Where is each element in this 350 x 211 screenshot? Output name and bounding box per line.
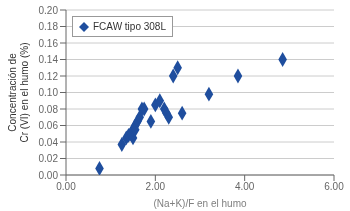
svg-text:0.00: 0.00 [56,181,76,192]
html-text:FCAW tipo 308L: FCAW tipo 308L [93,21,166,32]
svg-text:0.16: 0.16 [39,38,59,49]
svg-text:6.00: 6.00 [324,181,342,192]
svg-text:0.10: 0.10 [39,87,59,98]
svg-text:0.02: 0.02 [39,153,59,164]
svg-text:0.06: 0.06 [39,120,59,131]
svg-text:0.14: 0.14 [39,54,59,65]
svg-text:4.00: 4.00 [235,181,255,192]
svg-text:(Na+K)/F en el humo: (Na+K)/F en el humo [153,198,247,209]
svg-text:0.18: 0.18 [39,21,59,32]
svg-text:0.08: 0.08 [39,104,59,115]
svg-text:Concentración deCr (VI) en el: Concentración deCr (VI) en el humo (%) [8,42,30,142]
svg-text:0.00: 0.00 [39,170,59,181]
svg-text:0.04: 0.04 [39,137,59,148]
svg-text:0.20: 0.20 [39,5,59,16]
svg-text:0.12: 0.12 [39,71,59,82]
svg-text:2.00: 2.00 [146,181,166,192]
